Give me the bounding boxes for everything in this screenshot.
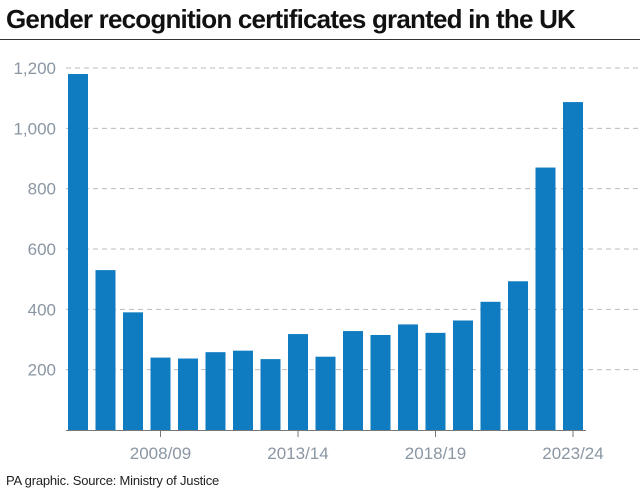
- x-tick-label: 2013/14: [267, 444, 328, 463]
- bar-2019-20: [453, 320, 473, 430]
- chart-title: Gender recognition certificates granted …: [6, 4, 576, 34]
- x-tick-label: 2008/09: [130, 444, 191, 463]
- bar-2006-07: [95, 270, 116, 430]
- bar-2020-21: [480, 301, 501, 430]
- y-axis-labels: 200 400 600 800 1,000 1,200: [13, 59, 56, 380]
- bar-2012-13: [260, 359, 281, 430]
- bar-2014-15: [315, 356, 336, 430]
- bar-2005-06: [68, 74, 88, 431]
- bars: [68, 74, 583, 431]
- x-tick-label: 2018/19: [405, 444, 466, 463]
- bar-2013-14: [288, 334, 308, 430]
- y-tick-label: 1,000: [13, 119, 56, 138]
- title-divider: [0, 39, 640, 40]
- bar-2015-16: [343, 331, 363, 430]
- bar-2018-19: [425, 332, 446, 430]
- y-tick-label: 200: [28, 361, 56, 380]
- bar-2011-12: [233, 350, 253, 430]
- y-tick-label: 400: [28, 300, 56, 319]
- x-axis-labels: 2008/09 2013/14 2018/19 2023/24: [130, 430, 604, 463]
- bar-2022-23: [535, 167, 556, 431]
- bar-2021-22: [508, 281, 528, 430]
- bar-chart: 200 400 600 800 1,000 1,200 2008/09 2013/14 201…: [13, 59, 640, 463]
- y-tick-label: 600: [28, 240, 56, 259]
- source-note: PA graphic. Source: Ministry of Justice: [6, 473, 220, 488]
- bar-2009-10: [178, 358, 198, 430]
- bar-2010-11: [205, 352, 226, 430]
- y-tick-label: 800: [28, 180, 56, 199]
- bar-2017-18: [398, 324, 418, 430]
- bar-2007-08: [123, 312, 143, 430]
- bar-2008-09: [150, 357, 171, 430]
- bar-2016-17: [370, 334, 391, 430]
- bar-2023-24: [563, 102, 583, 431]
- y-tick-label: 1,200: [13, 59, 56, 78]
- x-tick-label: 2023/24: [542, 444, 603, 463]
